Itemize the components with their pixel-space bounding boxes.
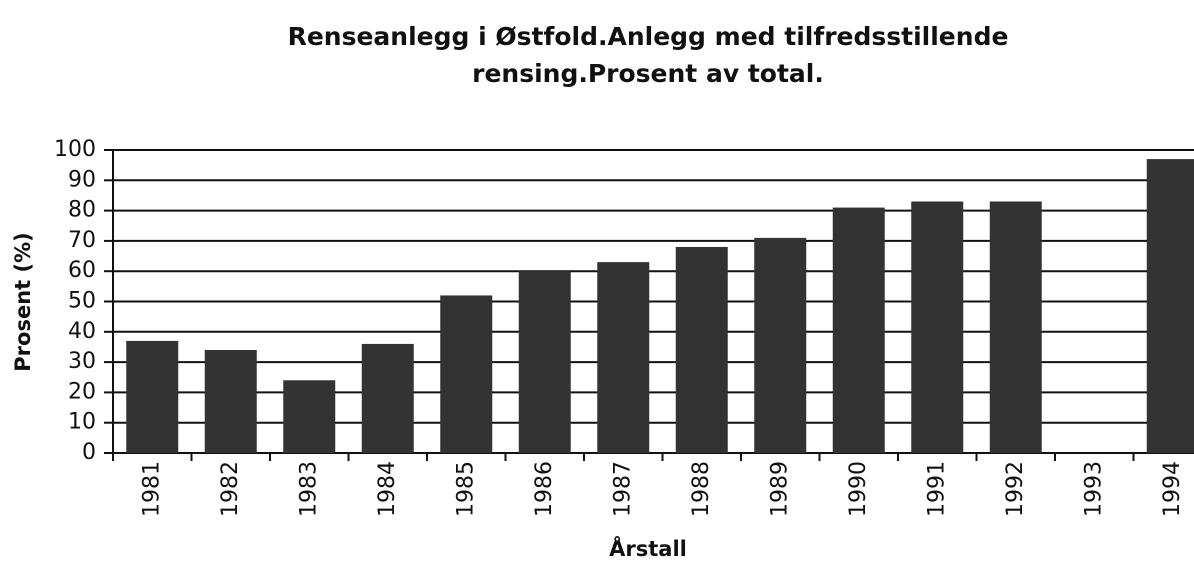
bar [675, 246, 728, 453]
x-axis-label: Årstall [609, 536, 687, 561]
y-tick-label: 50 [68, 289, 96, 314]
chart-title: Renseanlegg i Østfold.Anlegg med tilfred… [288, 22, 1009, 51]
bar [361, 343, 414, 453]
x-tick-label: 1982 [218, 461, 243, 517]
y-tick-label: 90 [68, 167, 96, 192]
bar [440, 295, 493, 453]
y-tick-label: 10 [68, 410, 96, 435]
y-tick-label: 0 [82, 440, 96, 465]
y-tick-label: 40 [68, 319, 96, 344]
x-tick-label: 1991 [924, 461, 949, 517]
y-tick-label: 30 [68, 349, 96, 374]
chart-title: rensing.Prosent av total. [472, 59, 824, 88]
bar [1146, 159, 1194, 453]
bar [126, 340, 179, 453]
x-tick-label: 1981 [139, 461, 164, 517]
y-tick-label: 60 [68, 258, 96, 283]
y-tick-label: 100 [54, 137, 96, 162]
x-tick-label: 1992 [1003, 461, 1028, 517]
bar [754, 237, 807, 453]
x-tick-label: 1988 [689, 461, 714, 517]
bar [832, 207, 885, 453]
x-tick-label: 1994 [1160, 461, 1185, 517]
bar [911, 201, 964, 453]
bar [518, 271, 571, 453]
x-tick-label: 1993 [1081, 461, 1106, 517]
y-tick-label: 80 [68, 198, 96, 223]
x-tick-label: 1990 [846, 461, 871, 517]
x-tick-label: 1984 [375, 461, 400, 517]
bar [204, 349, 257, 453]
bar [597, 262, 650, 453]
x-tick-label: 1986 [532, 461, 557, 517]
x-tick-label: 1985 [453, 461, 478, 517]
y-axis-label: Prosent (%) [11, 232, 35, 371]
x-tick-label: 1983 [296, 461, 321, 517]
x-tick-label: 1987 [610, 461, 635, 517]
bar [989, 201, 1042, 453]
bar [283, 380, 336, 453]
y-tick-label: 20 [68, 379, 96, 404]
x-tick-label: 1989 [767, 461, 792, 517]
y-tick-label: 70 [68, 228, 96, 253]
